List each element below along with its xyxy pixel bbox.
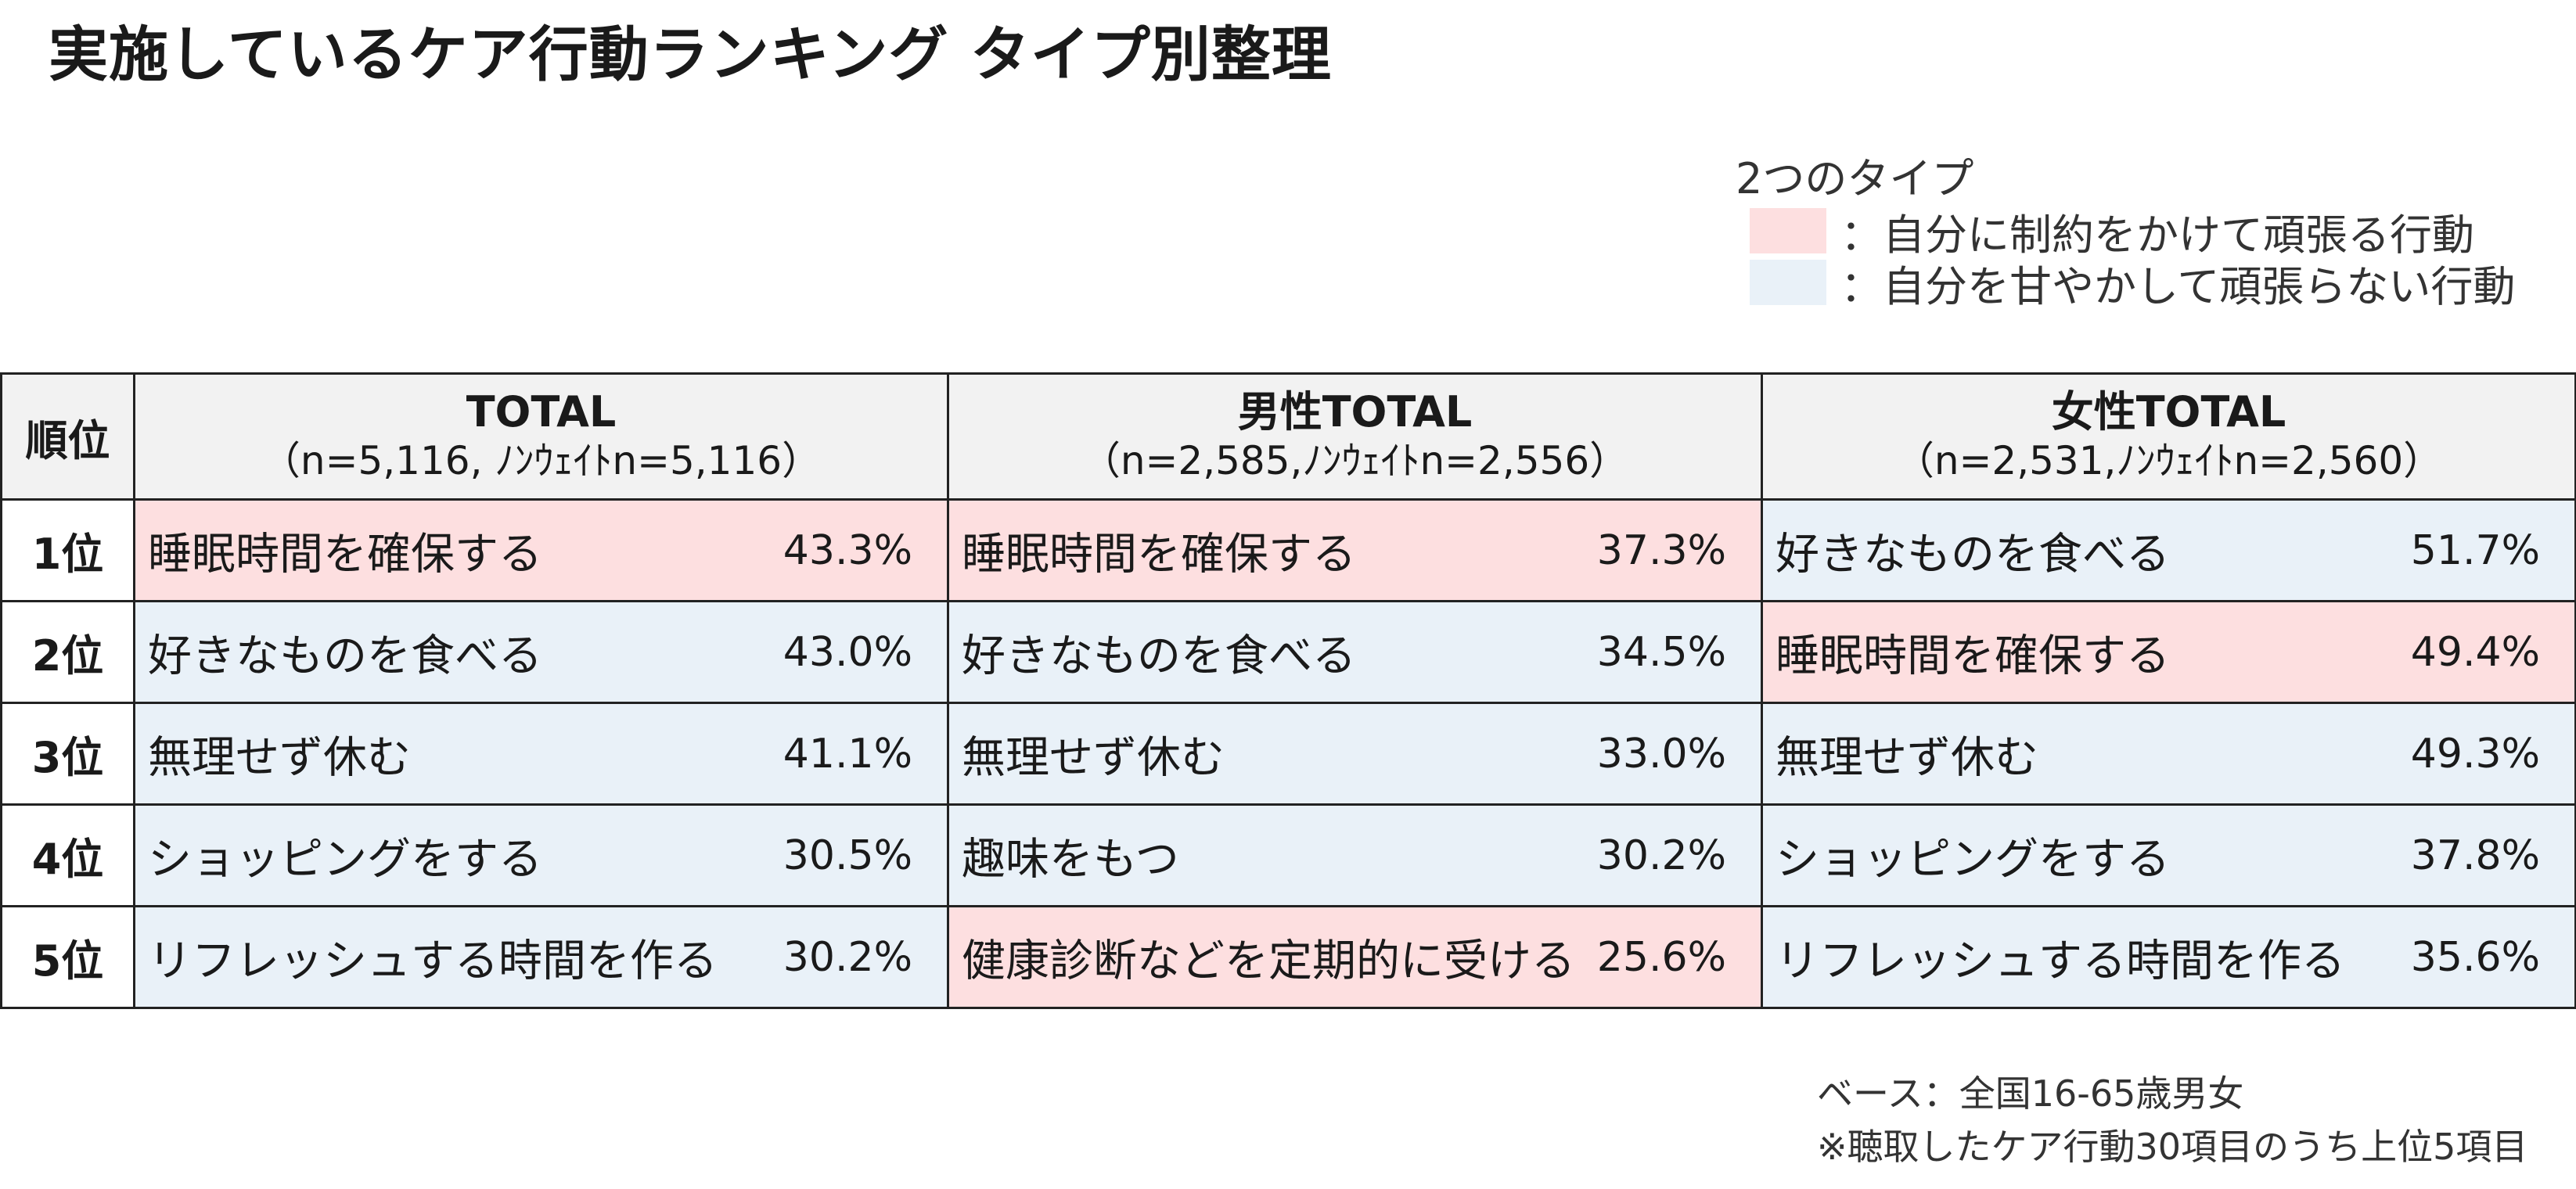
legend-label-constraint: ：自分に制約をかけて頑張る行動	[1840, 210, 2474, 260]
base-note: ベース：全国16-65歳男女	[1817, 1072, 2244, 1115]
item-percentage: 41.1%	[783, 730, 912, 778]
item-label: 睡眠時間を確保する	[1775, 630, 2170, 681]
item-label: 睡眠時間を確保する	[148, 529, 542, 580]
item-cell: 睡眠時間を確保する 49.4%	[1761, 600, 2576, 704]
item-percentage: 30.2%	[1596, 832, 1726, 879]
table-row: 5位 リフレッシュする時間を作る 30.2% 健康診断などを定期的に受ける 25.6% リ…	[0, 905, 2576, 1009]
item-percentage: 49.3%	[2410, 730, 2540, 778]
item-label: 睡眠時間を確保する	[962, 529, 1356, 580]
page-title: 実施しているケア行動ランキング タイプ別整理	[49, 20, 1332, 89]
footnote: ※聴取したケア行動30項目のうち上位5項目	[1817, 1126, 2528, 1168]
rank-cell: 1位	[0, 498, 135, 602]
column-title: TOTAL	[466, 387, 617, 436]
legend-label-indulge: ：自分を甘やかして頑張らない行動	[1840, 261, 2516, 311]
item-cell: 好きなものを食べる 51.7%	[1761, 498, 2576, 602]
column-sample-size: （n=2,531,ﾉﾝｳｪｲﾄn=2,560）	[1894, 438, 2443, 483]
item-cell: 睡眠時間を確保する 37.3%	[947, 498, 1763, 602]
item-cell: 睡眠時間を確保する 43.3%	[133, 498, 949, 602]
item-label: 無理せず休む	[148, 732, 411, 783]
legend-item-constraint: ：自分に制約をかけて頑張る行動	[1736, 205, 2515, 260]
item-cell: 趣味をもつ 30.2%	[947, 803, 1763, 907]
item-label: 好きなものを食べる	[962, 630, 1356, 681]
item-label: 無理せず休む	[1775, 732, 2038, 783]
item-label: ショッピングをする	[1775, 834, 2170, 885]
item-label: 好きなものを食べる	[148, 630, 542, 681]
table-body: 1位 睡眠時間を確保する 43.3% 睡眠時間を確保する 37.3% 好きなものを食べる 5…	[0, 498, 2576, 1009]
item-label: リフレッシュする時間を作る	[1775, 936, 2345, 986]
rank-header-cell: 順位	[0, 372, 135, 501]
item-percentage: 35.6%	[2410, 933, 2540, 981]
item-cell: 好きなものを食べる 43.0%	[133, 600, 949, 704]
item-cell: リフレッシュする時間を作る 35.6%	[1761, 905, 2576, 1009]
item-percentage: 33.0%	[1596, 730, 1726, 778]
item-label: リフレッシュする時間を作る	[148, 936, 718, 986]
table-row: 4位 ショッピングをする 30.5% 趣味をもつ 30.2% ショッピングをする 37.8%	[0, 803, 2576, 907]
item-cell: 無理せず休む 49.3%	[1761, 702, 2576, 806]
item-percentage: 43.0%	[783, 628, 912, 676]
legend-swatch-pink	[1750, 208, 1826, 253]
column-sample-size: （n=5,116, ﾉﾝｳｪｲﾄn=5,116）	[261, 438, 822, 483]
item-percentage: 43.3%	[783, 526, 912, 574]
item-percentage: 30.2%	[783, 933, 912, 981]
column-title: 女性TOTAL	[2051, 387, 2286, 436]
rank-cell: 5位	[0, 905, 135, 1009]
item-cell: ショッピングをする 30.5%	[133, 803, 949, 907]
rank-cell: 2位	[0, 600, 135, 704]
item-cell: 無理せず休む 33.0%	[947, 702, 1763, 806]
rank-cell: 4位	[0, 803, 135, 907]
item-label: 健康診断などを定期的に受ける	[962, 936, 1575, 986]
column-header-female: 女性TOTAL （n=2,531,ﾉﾝｳｪｲﾄn=2,560）	[1761, 372, 2576, 501]
legend-item-indulge: ：自分を甘やかして頑張らない行動	[1736, 257, 2515, 311]
column-sample-size: （n=2,585,ﾉﾝｳｪｲﾄn=2,556）	[1081, 438, 1629, 483]
item-percentage: 49.4%	[2410, 628, 2540, 676]
legend: 2つのタイプ ：自分に制約をかけて頑張る行動 ：自分を甘やかして頑張らない行動	[1736, 153, 2515, 311]
item-percentage: 30.5%	[783, 832, 912, 879]
legend-title: 2つのタイプ	[1736, 154, 1974, 203]
legend-swatch-blue	[1750, 260, 1826, 305]
column-header-male: 男性TOTAL （n=2,585,ﾉﾝｳｪｲﾄn=2,556）	[947, 372, 1763, 501]
item-percentage: 25.6%	[1596, 933, 1726, 981]
item-cell: ショッピングをする 37.8%	[1761, 803, 2576, 907]
table-row: 2位 好きなものを食べる 43.0% 好きなものを食べる 34.5% 睡眠時間を確保する 4…	[0, 600, 2576, 704]
ranking-table: 順位 TOTAL （n=5,116, ﾉﾝｳｪｲﾄn=5,116） 男性TOTA…	[0, 372, 2576, 1009]
item-label: 趣味をもつ	[962, 834, 1179, 885]
item-cell: 無理せず休む 41.1%	[133, 702, 949, 806]
table-row: 1位 睡眠時間を確保する 43.3% 睡眠時間を確保する 37.3% 好きなものを食べる 5…	[0, 498, 2576, 602]
item-label: ショッピングをする	[148, 834, 542, 885]
column-title: 男性TOTAL	[1237, 387, 1473, 436]
item-percentage: 37.3%	[1596, 526, 1726, 574]
table-header-row: 順位 TOTAL （n=5,116, ﾉﾝｳｪｲﾄn=5,116） 男性TOTA…	[0, 372, 2576, 501]
table-row: 3位 無理せず休む 41.1% 無理せず休む 33.0% 無理せず休む 49.3%	[0, 702, 2576, 806]
item-label: 好きなものを食べる	[1775, 529, 2170, 580]
item-cell: リフレッシュする時間を作る 30.2%	[133, 905, 949, 1009]
item-percentage: 34.5%	[1596, 628, 1726, 676]
item-percentage: 51.7%	[2410, 526, 2540, 574]
rank-header: 順位	[25, 415, 110, 465]
item-cell: 好きなものを食べる 34.5%	[947, 600, 1763, 704]
item-label: 無理せず休む	[962, 732, 1225, 783]
rank-cell: 3位	[0, 702, 135, 806]
column-header-total: TOTAL （n=5,116, ﾉﾝｳｪｲﾄn=5,116）	[133, 372, 949, 501]
item-cell: 健康診断などを定期的に受ける 25.6%	[947, 905, 1763, 1009]
item-percentage: 37.8%	[2410, 832, 2540, 879]
